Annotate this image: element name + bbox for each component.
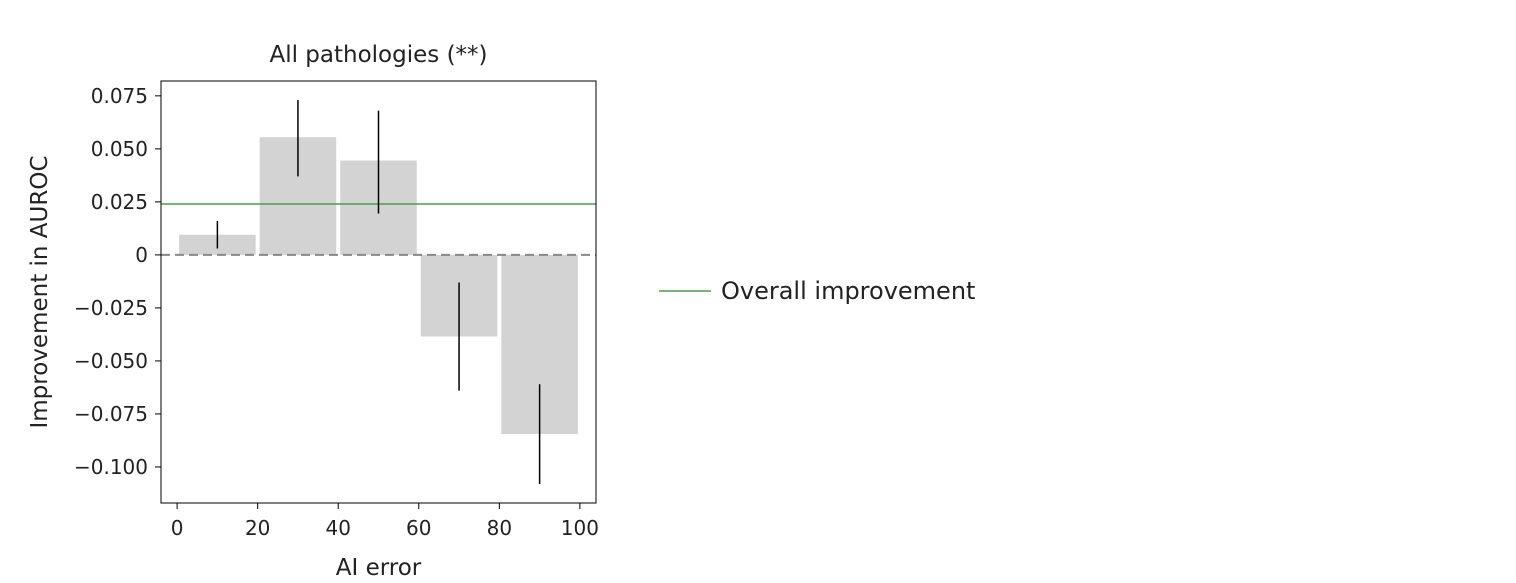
plot-frame xyxy=(160,80,597,504)
y-axis: 0.075 0.050 0.025 0 −0.025 −0.050 −0.075 −0.100 xyxy=(74,84,161,479)
y-tick-label: −0.100 xyxy=(74,455,148,479)
y-tick-label: −0.075 xyxy=(74,402,148,426)
error-bars xyxy=(216,100,541,484)
x-tick-label: 0 xyxy=(171,516,184,540)
x-tick-label: 60 xyxy=(406,516,431,540)
y-tick-label: −0.025 xyxy=(74,296,148,320)
x-tick-label: 40 xyxy=(325,516,350,540)
y-tick-label: 0.075 xyxy=(91,84,148,108)
x-tick-label: 20 xyxy=(245,516,270,540)
y-tick-label: −0.050 xyxy=(74,349,148,373)
y-tick-label: 0 xyxy=(135,243,148,267)
chart-title: All pathologies (**) xyxy=(269,42,487,68)
y-tick-label: 0.050 xyxy=(91,137,148,161)
x-tick-label: 100 xyxy=(561,516,599,540)
legend: Overall improvement xyxy=(659,277,975,305)
x-axis-title: AI error xyxy=(336,555,422,581)
y-tick-label: 0.025 xyxy=(91,190,148,214)
x-tick-label: 80 xyxy=(487,516,512,540)
x-axis: 0 20 40 60 80 100 xyxy=(171,503,599,540)
y-axis-title: Improvement in AUROC xyxy=(27,155,53,428)
legend-label-overall-improvement: Overall improvement xyxy=(721,277,975,305)
